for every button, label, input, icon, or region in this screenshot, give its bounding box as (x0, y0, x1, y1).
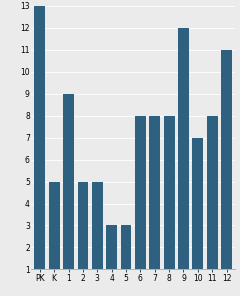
Bar (178, 28, 189, 291)
Bar (192, 138, 203, 291)
Bar (49, 181, 60, 291)
Bar (78, 181, 88, 291)
Bar (149, 116, 160, 291)
Bar (121, 226, 132, 291)
Bar (164, 116, 174, 291)
Bar (221, 50, 232, 291)
Bar (135, 116, 146, 291)
Bar (207, 116, 218, 291)
Bar (34, 6, 45, 291)
Bar (106, 226, 117, 291)
Bar (92, 181, 103, 291)
Bar (63, 94, 74, 291)
